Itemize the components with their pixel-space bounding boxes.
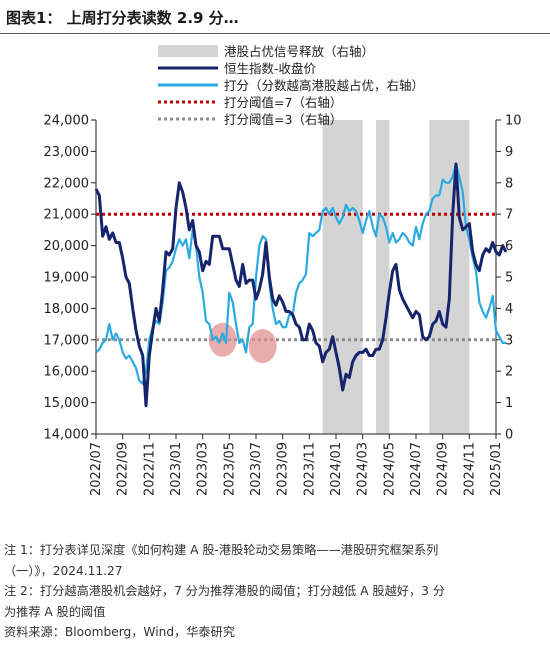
left-tick-label: 14,000 xyxy=(44,428,90,443)
x-tick-label: 2024/01 xyxy=(329,442,344,496)
legend-label-1: 港股占优信号释放（右轴） xyxy=(224,44,374,59)
left-tick-label: 18,000 xyxy=(44,302,90,317)
legend-label-5: 打分阈值=3（右轴） xyxy=(224,112,342,127)
x-tick-label: 2022/11 xyxy=(142,442,157,496)
x-tick-label: 2023/11 xyxy=(302,442,317,496)
title-divider xyxy=(0,33,550,34)
left-tick-label: 22,000 xyxy=(44,176,90,191)
note-1-line-1: 注 1：打分表详见深度《如何构建 A 股-港股轮动交易策略——港股研究框架系列 xyxy=(4,543,439,557)
highlight-circles xyxy=(208,322,277,364)
source-note: 资料来源：Bloomberg，Wind，华泰研究 xyxy=(4,625,235,639)
left-tick-label: 23,000 xyxy=(44,145,90,160)
left-tick-label: 20,000 xyxy=(44,239,90,254)
x-tick-label: 2023/09 xyxy=(276,442,291,496)
right-tick-label: 4 xyxy=(505,302,513,317)
right-tick-label: 7 xyxy=(505,208,513,223)
highlight-circle-2 xyxy=(248,329,277,364)
shade-period-2 xyxy=(376,120,390,434)
highlight-circle-1 xyxy=(208,322,237,357)
left-tick-label: 16,000 xyxy=(44,365,90,380)
right-tick-label: 5 xyxy=(505,271,513,286)
x-tick-label: 2024/05 xyxy=(382,442,397,496)
right-tick-label: 2 xyxy=(505,365,513,380)
chart-svg: 14,000 15,000 16,000 17,000 18,000 19,000 20,0… xyxy=(44,44,522,497)
figure-title: 图表1： 上周打分表读数 2.9 分… xyxy=(6,9,239,27)
x-tick-label: 2023/03 xyxy=(196,442,211,496)
x-tick-label: 2024/11 xyxy=(462,442,477,496)
x-tick-label: 2024/09 xyxy=(436,442,451,496)
legend-label-3: 打分（分数越高港股越占优，右轴） xyxy=(224,78,424,93)
note-2-line-2: 为推荐 A 股的阈值 xyxy=(4,604,106,619)
x-tick-label: 2022/09 xyxy=(116,442,131,496)
right-tick-label: 10 xyxy=(505,114,522,129)
x-tick-label: 2025/01 xyxy=(489,442,504,496)
x-tick-label: 2024/03 xyxy=(356,442,371,496)
right-tick-label: 6 xyxy=(505,239,513,254)
x-tick-label: 2024/07 xyxy=(409,442,424,496)
left-tick-label: 21,000 xyxy=(44,208,90,223)
legend-swatch-shade xyxy=(158,45,218,57)
legend-label-4: 打分阈值=7（右轴） xyxy=(224,95,342,110)
left-tick-label: 17,000 xyxy=(44,333,90,348)
chart-axes: 14,000 15,000 16,000 17,000 18,000 19,000 20,0… xyxy=(44,114,522,497)
note-1-line-2: （一）》，2024.11.27 xyxy=(4,563,123,578)
series-lines xyxy=(94,162,508,408)
x-tick-label: 2023/01 xyxy=(169,442,184,496)
chart-notes: 注 1：打分表详见深度《如何构建 A 股-港股轮动交易策略——港股研究框架系列 … xyxy=(4,540,548,643)
right-tick-label: 0 xyxy=(505,428,513,443)
threshold-lines xyxy=(96,212,496,342)
right-tick-label: 9 xyxy=(505,145,513,160)
right-tick-label: 8 xyxy=(505,176,513,191)
figure-title-bar: 图表1： 上周打分表读数 2.9 分… xyxy=(0,0,550,34)
x-tick-label: 2022/07 xyxy=(89,442,104,496)
right-tick-label: 3 xyxy=(505,333,513,348)
right-tick-label: 1 xyxy=(505,396,513,411)
note-2-line-1: 注 2：打分越高港股机会越好，7 分为推荐港股的阈值；打分越低 A 股越好，3 … xyxy=(4,584,445,598)
left-tick-label: 15,000 xyxy=(44,396,90,411)
x-tick-label: 2023/07 xyxy=(249,442,264,496)
left-tick-label: 24,000 xyxy=(44,114,90,129)
legend-label-2: 恒生指数-收盘价 xyxy=(224,61,317,76)
hsi-close-line xyxy=(94,162,508,408)
left-tick-label: 19,000 xyxy=(44,271,90,286)
x-tick-label: 2023/05 xyxy=(222,442,237,496)
